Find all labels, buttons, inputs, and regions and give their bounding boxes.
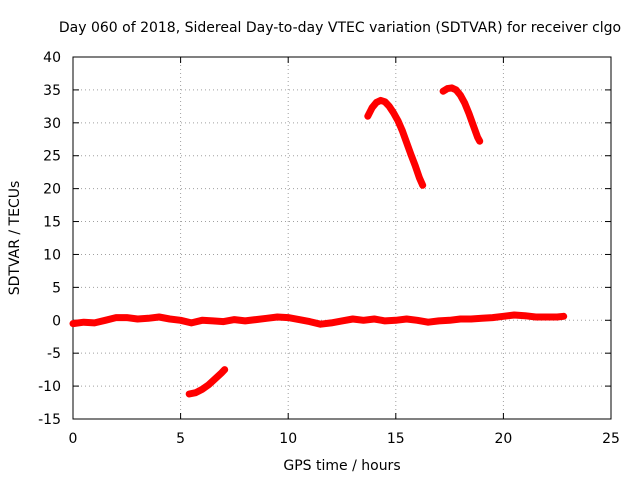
series-arc-1 [185, 366, 229, 398]
y-tick-label: 40 [43, 50, 61, 66]
axis-ticks [72, 56, 612, 420]
series-arc-3 [439, 84, 484, 145]
y-tick-label: 0 [52, 313, 61, 329]
y-tick-label: 25 [43, 149, 61, 165]
grid [73, 57, 611, 419]
y-tick-label: 15 [43, 215, 61, 231]
y-tick-label: -5 [47, 346, 61, 362]
x-tick-label: 20 [494, 431, 512, 447]
series-arc-2 [364, 96, 427, 189]
y-tick-label: 5 [52, 280, 61, 296]
x-tick-labels: 0 5 10 15 20 25 [69, 431, 620, 447]
y-tick-label: 30 [43, 116, 61, 132]
plot-frame [72, 56, 612, 420]
x-axis-label: GPS time / hours [283, 458, 400, 474]
y-axis-label: SDTVAR / TECUs [7, 181, 23, 296]
x-tick-label: 15 [387, 431, 405, 447]
data-series [69, 84, 568, 398]
y-tick-label: 10 [43, 247, 61, 263]
x-tick-label: 5 [176, 431, 185, 447]
y-tick-label: -10 [38, 379, 61, 395]
x-tick-label: 25 [602, 431, 620, 447]
y-tick-label: 20 [43, 182, 61, 198]
series-baseline [69, 311, 568, 328]
chart-title: Day 060 of 2018, Sidereal Day-to-day VTE… [59, 20, 621, 36]
y-tick-labels: -15 -10 -5 0 5 10 15 20 25 30 35 40 [38, 50, 61, 428]
y-tick-label: 35 [43, 83, 61, 99]
x-tick-label: 0 [69, 431, 78, 447]
x-tick-label: 10 [279, 431, 297, 447]
y-tick-label: -15 [38, 412, 61, 428]
